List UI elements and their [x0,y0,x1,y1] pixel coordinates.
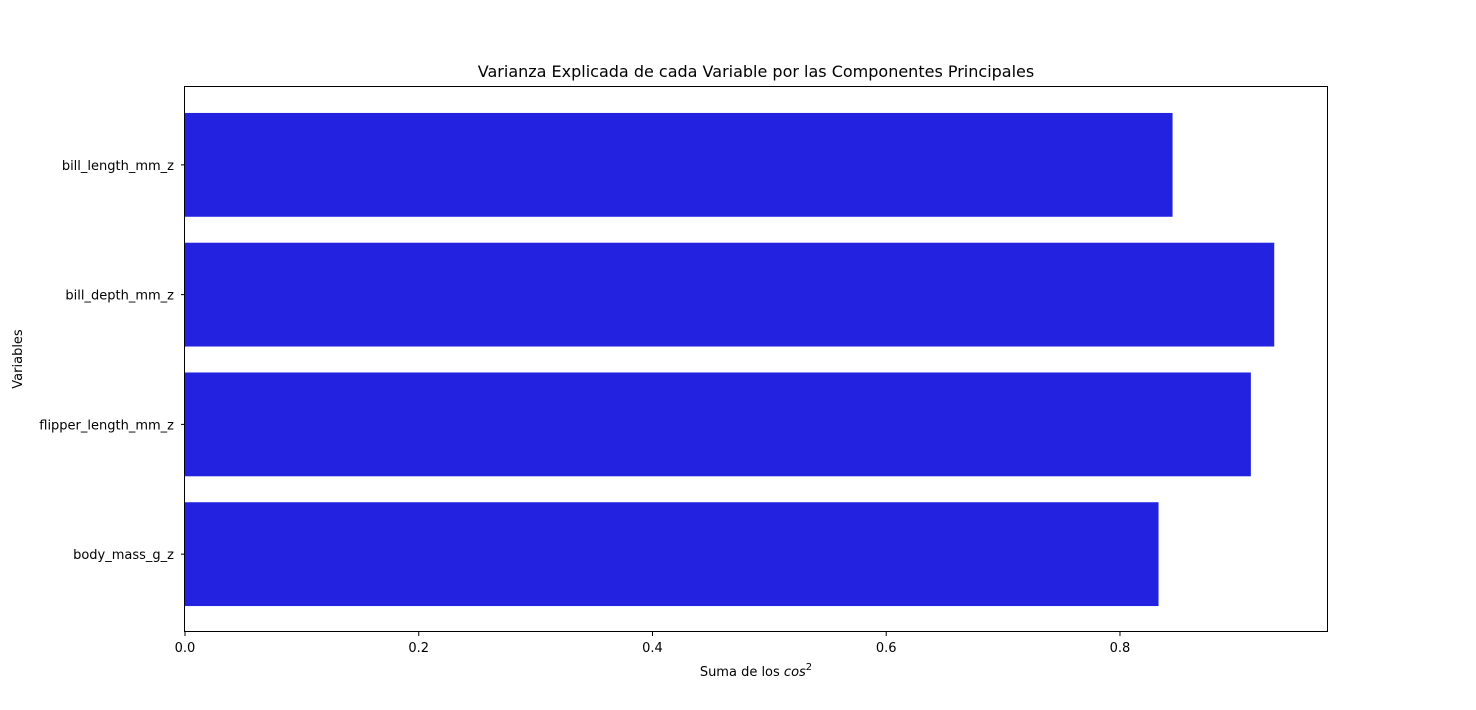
plot-frame [184,86,1328,632]
x-axis-label-prefix: Suma de los [700,665,784,680]
x-axis-ticks: 0.0 0.2 0.4 0.6 0.8 [175,632,1131,656]
y-axis-ticks: bill_length_mm_z bill_depth_mm_z flipper_l… [39,159,185,563]
y-tick-label: bill_depth_mm_z [65,289,174,304]
x-tick-label: 0.0 [175,641,196,656]
x-tick-label: 0.8 [1110,641,1131,656]
x-axis-label: Suma de los cos2 [700,662,812,680]
bar-bill_length_mm_z [185,112,1173,217]
bar-flipper_length_mm_z [185,372,1251,477]
x-axis-label-math: cos [784,665,806,680]
y-axis-label: Variables [11,329,26,389]
x-tick-label: 0.2 [408,641,429,656]
x-tick-label: 0.6 [876,641,897,656]
bar-body_mass_g_z [185,502,1159,607]
x-tick-label: 0.4 [642,641,663,656]
y-tick-label: bill_length_mm_z [62,159,174,174]
y-tick-label: flipper_length_mm_z [39,418,174,433]
x-axis-label-superscript: 2 [806,662,812,673]
bar-bill_depth_mm_z [185,242,1275,347]
y-tick-label: body_mass_g_z [73,548,174,563]
bars-group [185,112,1275,607]
chart-title: Varianza Explicada de cada Variable por … [478,62,1034,81]
